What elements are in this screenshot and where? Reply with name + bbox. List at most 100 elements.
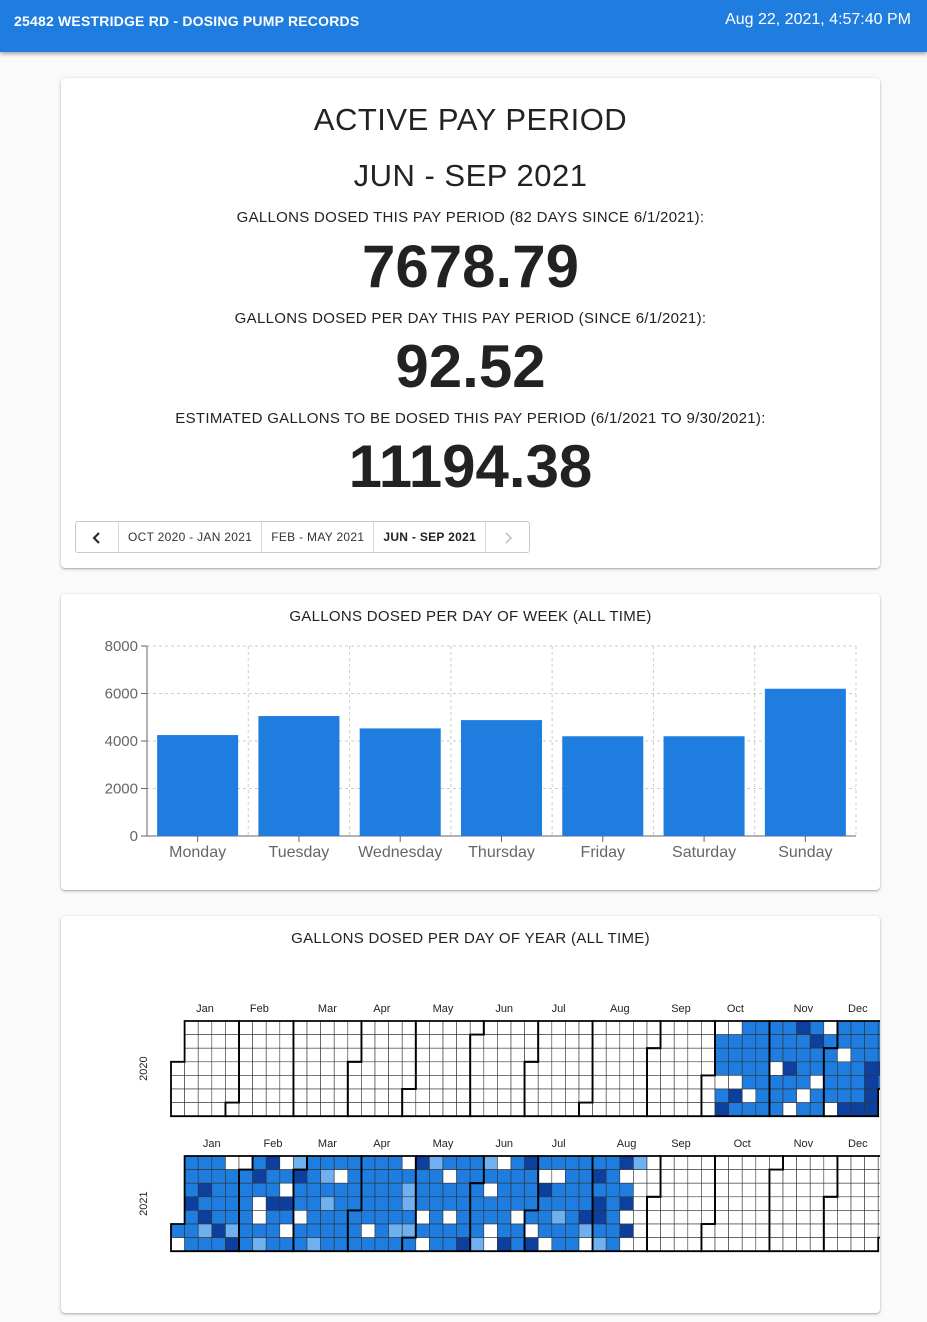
day-cell [333,1047,349,1063]
day-cell [225,1047,240,1063]
day-cell [619,1061,634,1076]
day-cell [796,1155,811,1170]
day-cell [429,1102,444,1117]
day-cell [197,1237,213,1252]
day-cell [646,1155,661,1170]
day-cell [415,1102,430,1117]
period-tab-jun-sep[interactable]: JUN - SEP 2021 [374,522,487,552]
day-cell [374,1020,389,1035]
day-cell [592,1210,607,1225]
day-cell [524,1155,539,1170]
day-cell [714,1075,729,1090]
day-cell [279,1047,294,1063]
day-cell [456,1061,471,1076]
day-cell [769,1182,784,1198]
day-cell [633,1102,648,1117]
day-cell [633,1169,648,1184]
day-cell [347,1155,362,1170]
day-cell [265,1061,281,1076]
day-cell [769,1102,784,1117]
day-cell [333,1102,349,1117]
day-cell [401,1196,417,1211]
day-cell [415,1237,430,1252]
x-tick-label: Tuesday [269,844,330,861]
day-cell [388,1034,403,1049]
day-cell [646,1102,661,1117]
day-cell [429,1061,444,1076]
period-tab-feb-may[interactable]: FEB - MAY 2021 [262,522,375,552]
day-cell [211,1034,226,1049]
day-cell [442,1237,457,1252]
day-cell [741,1223,757,1238]
day-cell [361,1020,376,1035]
day-cell [279,1169,294,1184]
day-cell [184,1088,199,1103]
day-cell [741,1061,757,1076]
day-cell [660,1210,675,1225]
day-cell [401,1020,417,1035]
day-cell [252,1088,267,1103]
day-cell [823,1169,838,1184]
day-cell [728,1102,743,1117]
bar-tuesday [258,716,340,836]
day-cell [293,1061,308,1076]
day-cell [728,1237,743,1252]
day-cell [306,1196,321,1211]
day-cell [728,1196,743,1211]
day-cell [320,1061,335,1076]
day-cell [197,1169,213,1184]
day-cell [293,1075,308,1090]
day-cell [469,1061,485,1076]
next-period-button[interactable] [486,522,529,552]
day-cell [728,1061,743,1076]
day-cell [401,1223,417,1238]
day-cell [565,1169,580,1184]
day-cell [306,1155,321,1170]
day-cell [782,1169,797,1184]
day-cell [252,1182,267,1198]
day-cell [755,1020,770,1035]
day-cell [850,1075,865,1090]
day-cell [497,1034,512,1049]
day-cell [687,1102,702,1117]
day-cell [850,1182,865,1198]
day-cell [456,1088,471,1103]
day-cell [809,1169,825,1184]
day-cell [197,1102,213,1117]
day-cell [429,1088,444,1103]
day-cell [320,1210,335,1225]
day-cell [864,1169,879,1184]
day-cell [333,1196,349,1211]
day-cell [225,1182,240,1198]
x-tick-label: Saturday [672,844,736,861]
day-cell [306,1034,321,1049]
day-cell [497,1061,512,1076]
day-cell [864,1196,879,1211]
day-cell [619,1075,634,1090]
day-cell [442,1061,457,1076]
day-cell [238,1020,253,1035]
day-cell [388,1182,403,1198]
day-cell [469,1088,485,1103]
day-cell [361,1102,376,1117]
day-cell [333,1034,349,1049]
day-cell [605,1020,621,1035]
day-cell [374,1102,389,1117]
day-cell [524,1182,539,1198]
period-tab-oct-jan[interactable]: OCT 2020 - JAN 2021 [119,522,263,552]
month-label: Mar [318,1138,337,1150]
day-cell [401,1102,417,1117]
day-cell [837,1088,852,1103]
day-cell [347,1047,362,1063]
day-cell [197,1155,213,1170]
day-cell [850,1169,865,1184]
day-cell [333,1155,349,1170]
day-cell [456,1020,471,1035]
x-tick-label: Thursday [468,844,535,861]
day-cell [238,1034,253,1049]
day-cell [551,1210,566,1225]
day-cell [551,1223,566,1238]
day-cell [469,1182,485,1198]
day-cell [401,1034,417,1049]
prev-period-button[interactable] [76,522,119,552]
